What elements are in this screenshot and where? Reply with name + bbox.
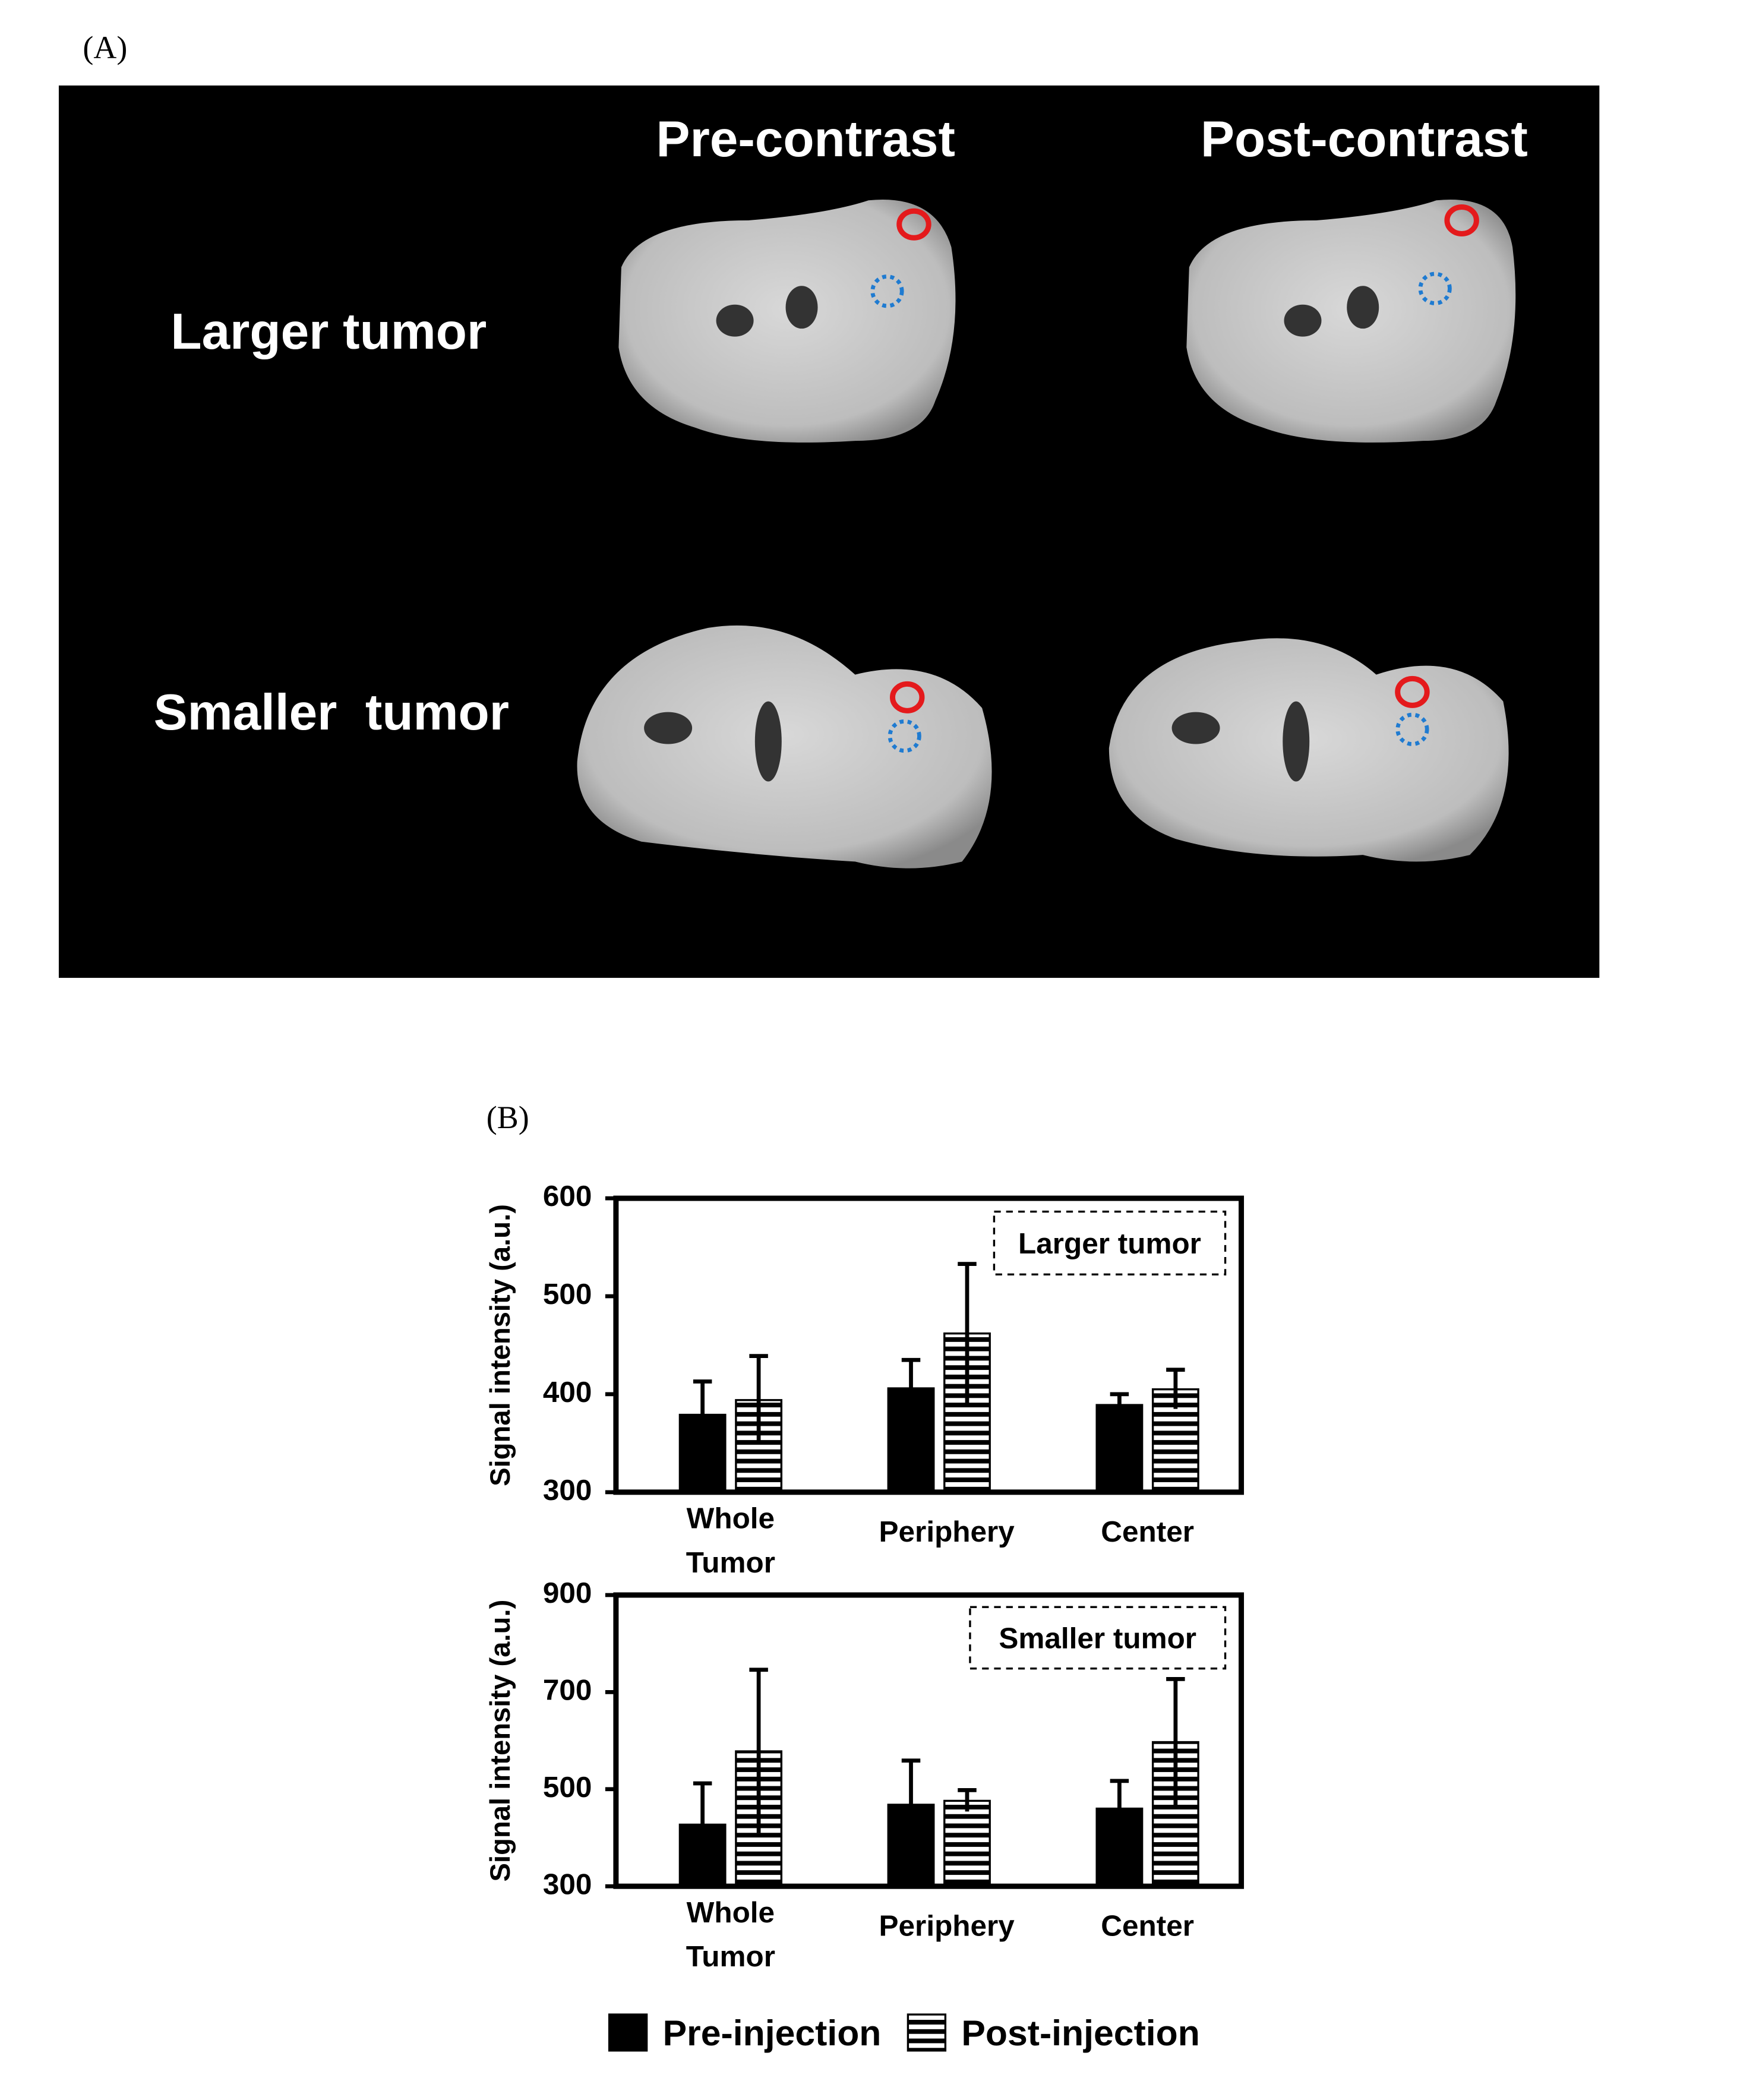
y-axis-label: Signal intensity (a.u.)	[485, 1600, 516, 1882]
panel-label: (B)	[487, 1100, 529, 1135]
plot-frame	[613, 1592, 1245, 1889]
y-tick-label: 900	[543, 1577, 592, 1609]
plot-frame	[613, 1195, 1245, 1495]
x-tick-label: Periphery	[879, 1909, 1015, 1943]
annotation-box	[993, 1210, 1227, 1275]
x-tick-label-box: Periphery	[879, 1909, 1015, 1943]
legend-swatch	[907, 2013, 947, 2052]
y-tick-label: 700	[543, 1673, 592, 1706]
y-tick-label: 300	[543, 1474, 592, 1507]
row-header: Larger tumor	[170, 304, 487, 360]
mri-slices	[577, 200, 1516, 869]
y-tick-label: 500	[543, 1278, 592, 1310]
y-tick-label: 600	[543, 1180, 592, 1212]
column-header: Pre-contrast	[656, 111, 955, 168]
x-tick-label: Center	[1101, 1515, 1195, 1549]
annotation: Larger tumor	[1018, 1227, 1201, 1260]
legend-label: Pre-injection	[663, 2013, 882, 2053]
x-tick-label: Whole Tumor	[686, 1501, 776, 1579]
legend-label: Post-injection	[961, 2013, 1199, 2053]
annotation-box	[969, 1606, 1227, 1670]
x-tick-label-box: Center	[1101, 1515, 1195, 1549]
x-tick-label: Center	[1101, 1909, 1195, 1943]
column-header: Post-contrast	[1201, 111, 1528, 168]
x-tick-label: Whole Tumor	[686, 1895, 776, 1973]
y-tick-label: 500	[543, 1771, 592, 1804]
annotation: Smaller tumor	[999, 1622, 1196, 1655]
bar	[943, 1799, 991, 1887]
x-tick-label-box: Whole Tumor	[686, 1501, 776, 1579]
x-tick-label-box: Periphery	[879, 1515, 1015, 1549]
x-tick-label-box: Whole Tumor	[686, 1895, 776, 1973]
y-tick-label: 400	[543, 1376, 592, 1409]
x-tick-label: Periphery	[879, 1515, 1015, 1549]
bar	[1095, 1404, 1144, 1493]
panel-label: (A)	[83, 30, 127, 65]
y-axis-label: Signal intensity (a.u.)	[485, 1204, 516, 1486]
y-tick-label: 300	[543, 1868, 592, 1900]
legend-swatch	[608, 2013, 648, 2052]
row-header: Smaller tumor	[154, 684, 509, 741]
x-tick-label-box: Center	[1101, 1909, 1195, 1943]
